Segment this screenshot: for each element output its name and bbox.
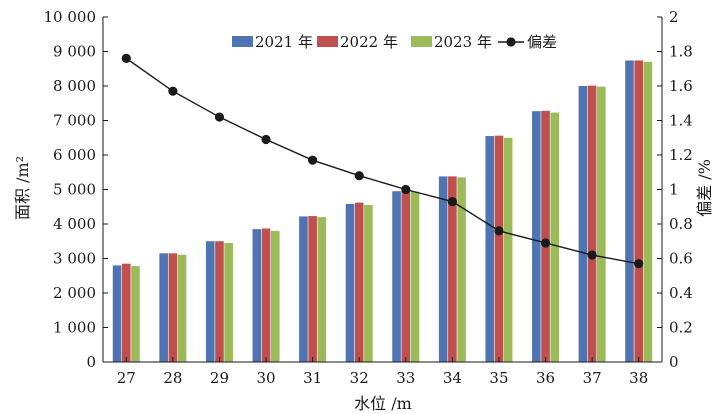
y-tick-label: 0 — [86, 353, 96, 371]
bar-2021年-35 — [485, 136, 495, 362]
y2-tick-label: 0.2 — [669, 319, 693, 337]
bar-2021年-36 — [532, 111, 541, 362]
bar-2022年-33 — [401, 190, 411, 362]
bar-2021年-34 — [438, 176, 448, 362]
y-tick-label: 10 000 — [44, 8, 97, 26]
y-tick-label: 4 000 — [53, 215, 96, 233]
y2-tick-label: 1.4 — [669, 112, 693, 130]
deviation-point-29 — [214, 112, 225, 122]
x-tick-label: 31 — [303, 369, 322, 387]
x-tick-label: 32 — [350, 369, 369, 387]
x-tick-label: 30 — [256, 369, 275, 387]
bar-2022年-32 — [354, 202, 364, 362]
bar-2023年-33 — [410, 191, 420, 362]
bar-2021年-33 — [392, 191, 401, 362]
bar-2021年-38 — [625, 60, 634, 362]
bar-2022年-30 — [261, 228, 271, 362]
bar-2021年-37 — [578, 86, 588, 362]
x-tick-label: 36 — [536, 369, 555, 387]
y-axis-title: 面积 /m² — [13, 156, 32, 220]
deviation-point-30 — [261, 134, 271, 145]
bar-2023年-29 — [224, 242, 233, 362]
bar-2022年-37 — [587, 85, 597, 362]
x-tick-label: 34 — [443, 369, 462, 387]
x-tick-label: 33 — [396, 369, 415, 387]
y2-axis-title: 偏差 /% — [695, 159, 714, 217]
y-tick-label: 5 000 — [53, 181, 96, 199]
y-tick-label: 1 000 — [53, 319, 96, 337]
bar-2023年-28 — [177, 254, 187, 362]
deviation-point-34 — [447, 196, 457, 207]
y-tick-label: 6 000 — [53, 146, 96, 164]
bar-2022年-28 — [168, 253, 178, 362]
x-tick-label: 27 — [117, 369, 136, 387]
bar-2022年-36 — [541, 110, 550, 362]
line-layer — [121, 53, 644, 269]
bar-2023年-34 — [457, 177, 466, 362]
y2-tick-label: 0 — [669, 353, 679, 371]
bar-2021年-32 — [345, 203, 355, 362]
ticks-layer: 0 1 000 2 000 3 000 4 000 5 000 6 000 7 000 8 00… — [44, 8, 693, 387]
bar-2023年-31 — [317, 217, 327, 362]
y-tick-label: 7 000 — [53, 112, 96, 130]
x-tick-label: 38 — [629, 369, 648, 387]
y-tick-label: 3 000 — [53, 250, 96, 268]
y-tick-label: 2 000 — [53, 284, 96, 302]
legend-item-2022-swatch — [317, 36, 338, 47]
bar-2023年-27 — [131, 266, 140, 362]
y2-tick-label: 0.4 — [669, 284, 693, 302]
deviation-point-36 — [540, 238, 551, 248]
deviation-point-32 — [354, 171, 364, 181]
y2-tick-label: 1.2 — [669, 146, 693, 164]
bar-2022年-27 — [121, 263, 131, 362]
x-tick-label: 28 — [163, 369, 182, 387]
bar-2022年-38 — [634, 60, 644, 362]
bar-2021年-30 — [252, 229, 262, 362]
legend-item-2021-swatch — [232, 36, 253, 47]
deviation-point-27 — [121, 53, 131, 64]
x-axis-title: 水位 /m — [354, 394, 412, 413]
deviation-point-31 — [308, 155, 318, 165]
bar-2023年-30 — [270, 230, 280, 362]
legend-item-deviation-label: 偏差 — [527, 33, 557, 51]
x-tick-label: 37 — [583, 369, 602, 387]
legend-item-deviation-marker — [506, 37, 516, 47]
y2-tick-label: 1.6 — [669, 77, 693, 95]
y2-tick-label: 2 — [669, 8, 679, 26]
y2-tick-label: 1.8 — [669, 43, 693, 61]
bar-2023年-38 — [643, 61, 653, 362]
bar-2022年-29 — [215, 241, 224, 362]
legend-item-2023-label: 2023 年 — [434, 33, 492, 51]
deviation-point-38 — [634, 259, 644, 269]
y2-tick-label: 0.6 — [669, 250, 693, 268]
legend-item-2023-swatch — [411, 36, 432, 47]
y-tick-label: 9 000 — [53, 43, 96, 61]
bar-2022年-34 — [448, 176, 457, 362]
deviation-point-35 — [494, 226, 504, 236]
bar-2023年-35 — [503, 137, 513, 362]
bar-2023年-32 — [364, 205, 373, 362]
bar-2021年-31 — [299, 216, 308, 362]
bars-layer — [112, 60, 653, 362]
bar-2022年-31 — [308, 216, 317, 362]
bar-2022年-35 — [494, 135, 504, 362]
bar-2023年-37 — [597, 86, 606, 362]
bar-2021年-28 — [159, 253, 168, 362]
legend-item-2021-label: 2021 年 — [255, 33, 313, 51]
bar-2023年-36 — [550, 112, 560, 362]
deviation-line — [125, 57, 639, 265]
bar-2021年-29 — [205, 241, 215, 362]
x-tick-label: 35 — [489, 369, 508, 387]
y2-tick-label: 0.8 — [669, 215, 693, 233]
bar-2021年-27 — [112, 265, 122, 362]
y2-tick-label: 1 — [669, 181, 679, 199]
legend-item-2022-label: 2022 年 — [340, 33, 398, 51]
deviation-point-28 — [168, 86, 178, 96]
legend: 2021 年 2022 年 2023 年 偏差 — [232, 33, 557, 51]
x-tick-label: 29 — [210, 369, 229, 387]
y-tick-label: 8 000 — [53, 77, 96, 95]
deviation-point-37 — [587, 250, 597, 260]
deviation-point-33 — [401, 184, 411, 195]
